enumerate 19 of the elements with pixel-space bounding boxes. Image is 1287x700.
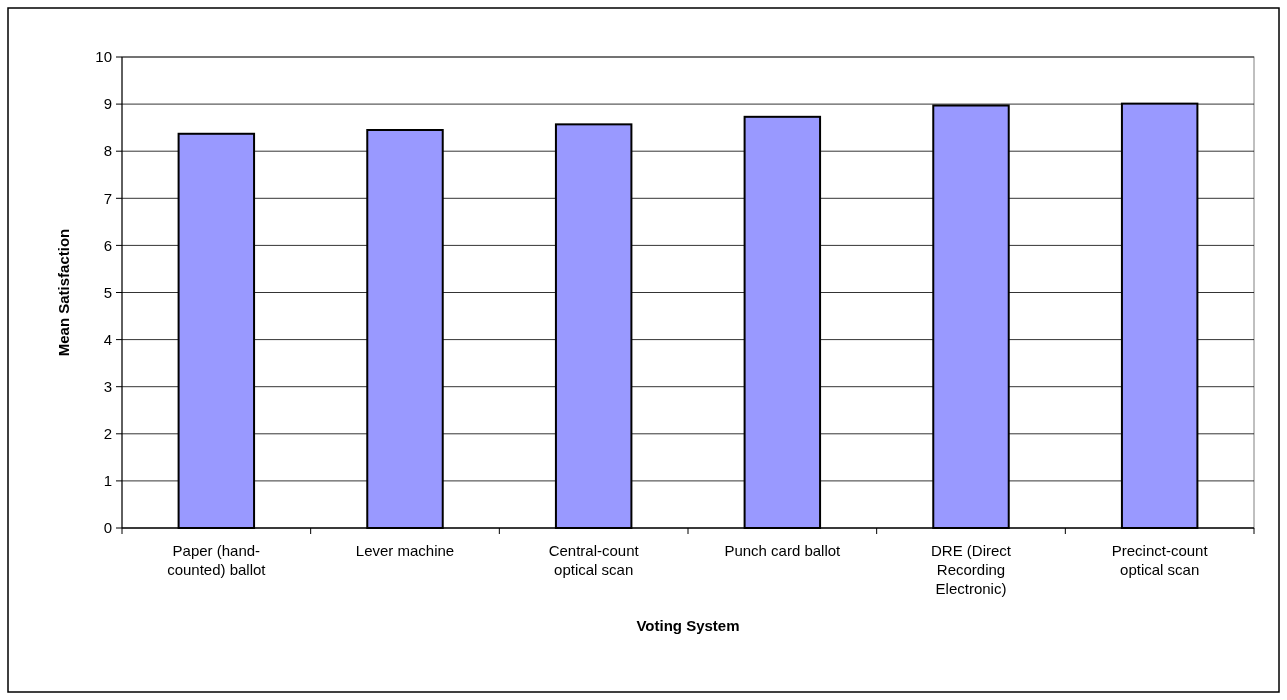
y-tick-label: 4 xyxy=(103,330,112,348)
x-tick-label: Paper (hand-counted) ballot xyxy=(167,542,267,578)
y-axis-title: Mean Satisfaction xyxy=(55,228,72,357)
y-tick-label: 7 xyxy=(103,189,112,207)
x-axis-title: Voting System xyxy=(636,617,740,634)
x-tick-label: Precinct-count optical scan xyxy=(1111,542,1209,578)
x-tick-label: Punch card ballot xyxy=(724,542,842,559)
x-tick-label: Lever machine xyxy=(355,542,455,559)
y-tick-label: 0 xyxy=(103,519,112,537)
x-tick-label: DRE (Direct Recording Electronic) xyxy=(930,542,1012,597)
y-tick-label: 2 xyxy=(103,425,112,443)
y-tick-label: 8 xyxy=(103,142,112,160)
y-tick-label: 1 xyxy=(103,472,112,490)
y-tick-label: 6 xyxy=(103,236,112,254)
x-tick-label: Central-count optical scan xyxy=(548,542,640,578)
y-tick-label: 10 xyxy=(95,48,112,66)
y-tick-label: 9 xyxy=(103,95,112,113)
y-tick-label: 5 xyxy=(103,283,112,301)
y-tick-label: 3 xyxy=(103,377,112,395)
